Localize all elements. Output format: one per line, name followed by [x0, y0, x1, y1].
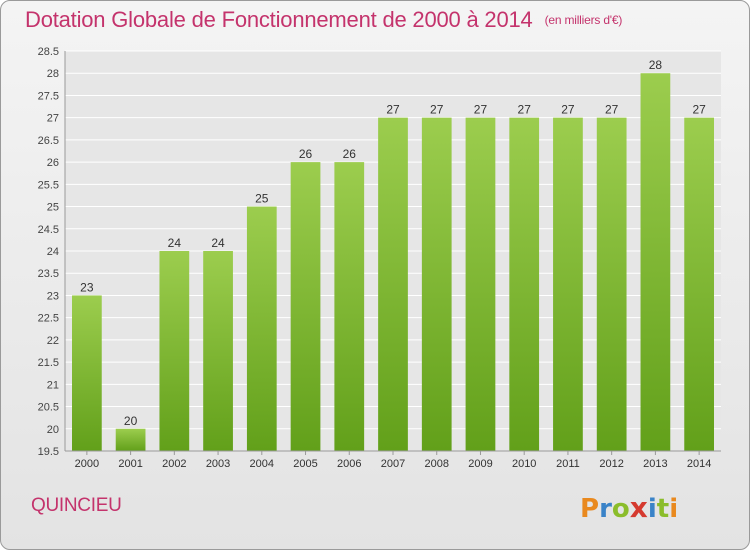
x-tick-label-2007: 2007	[381, 458, 405, 470]
data-label-2008: 27	[430, 103, 444, 117]
bar-2007	[378, 117, 408, 452]
y-tick-label: 24.5	[38, 224, 59, 236]
y-tick-label: 23	[47, 290, 59, 302]
x-tick-label-2002: 2002	[162, 458, 186, 470]
x-tick-label-2003: 2003	[206, 458, 230, 470]
data-label-2009: 27	[474, 103, 488, 117]
x-tick-label-2010: 2010	[512, 458, 536, 470]
bar-2001	[115, 428, 146, 451]
proxiti-logo: Proxiti	[580, 491, 679, 524]
y-tick-label: 20.5	[38, 402, 59, 414]
x-tick-label-2004: 2004	[250, 458, 274, 470]
data-label-2004: 25	[255, 192, 269, 206]
bar-2008	[421, 117, 452, 452]
x-tick-label-2001: 2001	[118, 458, 142, 470]
x-tick-label-2000: 2000	[75, 458, 99, 470]
commune-name: QUINCIEU	[31, 495, 122, 516]
y-tick-label: 24	[47, 246, 59, 258]
bar-2006	[334, 162, 365, 451]
chart-unit-label: (en milliers d'€)	[544, 13, 623, 27]
y-tick-label: 19.5	[38, 446, 59, 458]
y-tick-label: 21.5	[38, 357, 59, 369]
data-label-2006: 26	[343, 147, 357, 161]
y-tick-label: 22	[47, 335, 59, 347]
data-label-2010: 27	[518, 103, 532, 117]
y-tick-label: 25	[47, 202, 59, 214]
y-tick-label: 27	[47, 113, 59, 125]
bar-2014	[684, 117, 715, 452]
y-tick-label: 27.5	[38, 90, 59, 102]
x-tick-label-2006: 2006	[337, 458, 361, 470]
x-tick-label-2011: 2011	[556, 458, 580, 470]
bar-2010	[509, 117, 540, 452]
bar-2009	[465, 117, 496, 452]
data-label-2001: 20	[124, 414, 138, 428]
x-axis: 2000 2001 2002 2003 2004 2005 2006 2007 2008 2009…	[75, 451, 711, 470]
x-tick-label-2009: 2009	[468, 458, 492, 470]
y-tick-label: 25.5	[38, 179, 59, 191]
data-label-2014: 27	[692, 103, 706, 117]
data-label-2011: 27	[561, 103, 575, 117]
y-tick-label: 26	[47, 157, 59, 169]
data-label-2005: 26	[299, 147, 313, 161]
data-label-2000: 23	[80, 280, 94, 294]
y-tick-label: 20	[47, 424, 59, 436]
bar-2013	[640, 73, 671, 451]
y-tick-label: 22.5	[38, 313, 59, 325]
x-tick-label-2008: 2008	[424, 458, 448, 470]
x-tick-label-2014: 2014	[687, 458, 711, 470]
bar-2000	[71, 295, 102, 451]
data-label-2013: 28	[649, 58, 663, 72]
data-label-2007: 27	[386, 103, 400, 117]
x-tick-label-2013: 2013	[643, 458, 667, 470]
label-layer: 23 20 24 24 25 26 26 27 27 27 27 27 27 28 27	[80, 58, 706, 428]
y-tick-label: 28.5	[38, 46, 59, 58]
bar-2004	[246, 206, 277, 451]
data-label-2003: 24	[211, 236, 225, 250]
data-label-2002: 24	[168, 236, 182, 250]
bar-2005	[290, 162, 321, 451]
y-tick-label: 21	[47, 379, 59, 391]
data-label-2012: 27	[605, 103, 619, 117]
bar-2012	[596, 117, 627, 452]
bar-2011	[553, 117, 583, 452]
bar-2002	[159, 251, 190, 451]
y-tick-label: 28	[47, 68, 59, 80]
x-tick-label-2012: 2012	[599, 458, 623, 470]
bar-layer	[71, 73, 715, 452]
y-tick-label: 23.5	[38, 268, 59, 280]
chart-title-text: Dotation Globale de Fonctionnement de 20…	[25, 7, 533, 32]
x-tick-label-2005: 2005	[293, 458, 317, 470]
chart-title: Dotation Globale de Fonctionnement de 20…	[25, 7, 622, 33]
y-tick-label: 26.5	[38, 135, 59, 147]
bar-2003	[203, 251, 233, 451]
